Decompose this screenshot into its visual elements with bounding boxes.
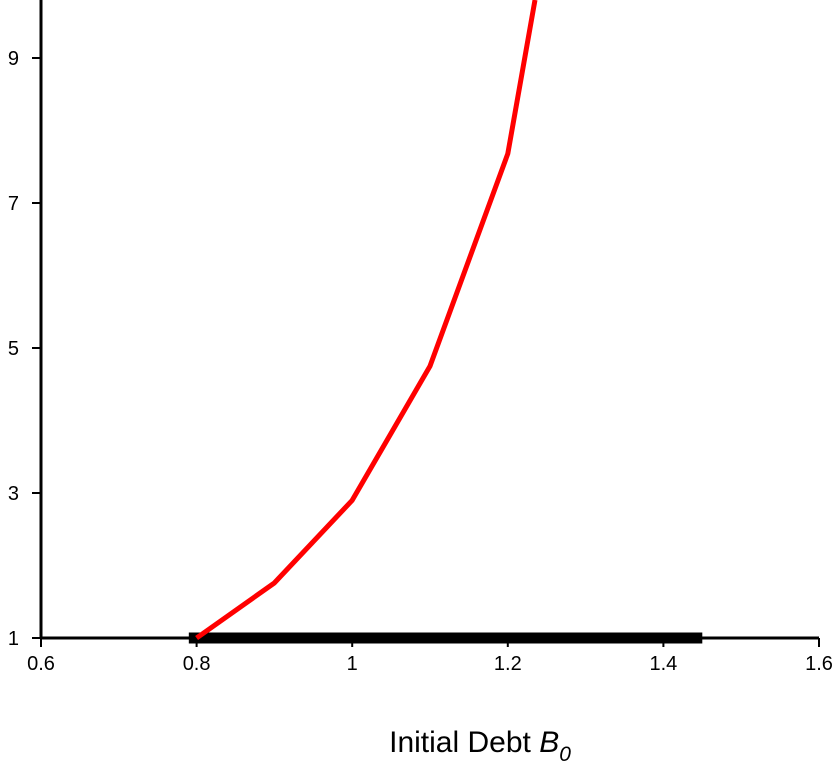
y-tick-label: 3	[8, 483, 19, 505]
x-axis-title-text: Initial Debt	[389, 726, 539, 759]
marks	[188, 0, 703, 644]
x-axis-title-subscript: 0	[559, 743, 571, 766]
x-axis-title-var: B	[539, 726, 559, 759]
ticks: 0.6 0.8 1 1.2 1.4 1.6 1 3 5 7 9	[8, 48, 833, 675]
y-tick-label: 7	[8, 193, 19, 215]
y-tick-label: 9	[8, 48, 19, 70]
x-axis-title: Initial Debt B0	[389, 726, 571, 766]
y-tick-label: 5	[8, 338, 19, 360]
x-tick-label: 1.4	[649, 653, 677, 675]
x-tick-label: 1.6	[805, 653, 833, 675]
x-tick-label: 1.2	[494, 653, 522, 675]
axes	[39, 0, 819, 640]
x-tick-label: 1	[347, 653, 358, 675]
curve-series-line	[195, 0, 538, 641]
x-tick-label: 0.6	[27, 653, 55, 675]
x-tick-label: 0.8	[183, 653, 211, 675]
y-tick-label: 1	[8, 628, 19, 650]
